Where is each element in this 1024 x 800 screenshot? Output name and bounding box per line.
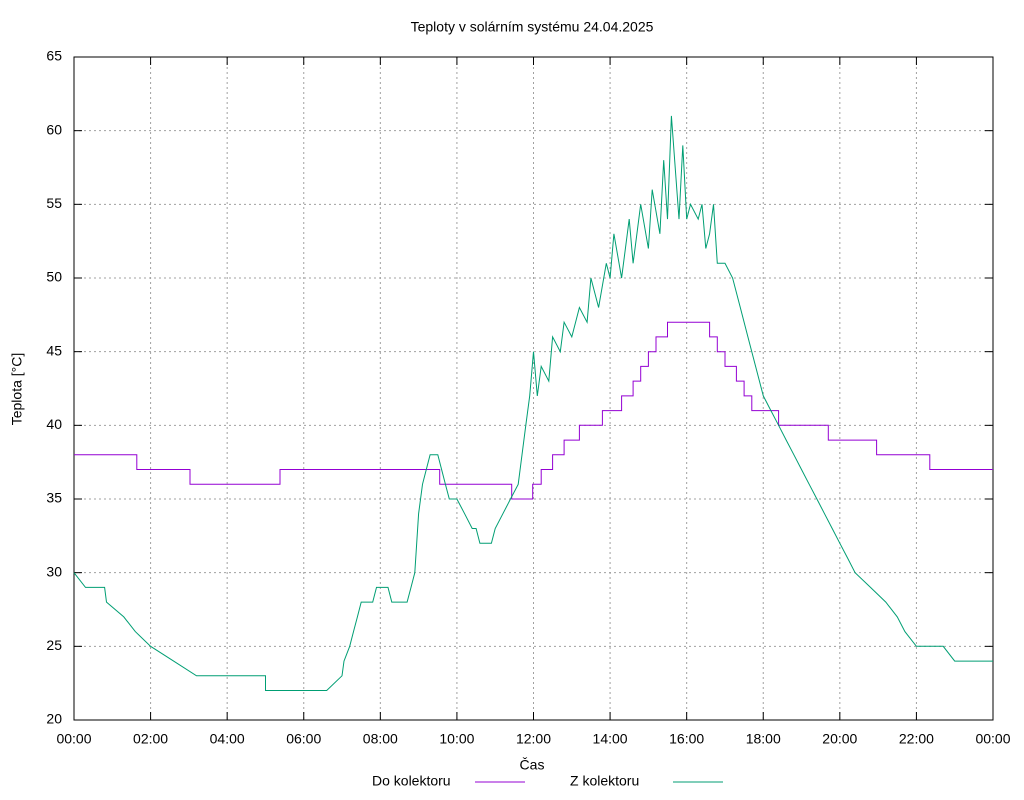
legend-label: Z kolektoru [570, 773, 639, 789]
y-tick-label: 20 [46, 711, 62, 727]
x-tick-label: 06:00 [286, 731, 321, 747]
y-tick-label: 40 [46, 416, 62, 432]
y-tick-label: 60 [46, 121, 62, 137]
y-tick-label: 50 [46, 269, 62, 285]
x-tick-label: 10:00 [439, 731, 474, 747]
y-tick-label: 30 [46, 563, 62, 579]
x-tick-label: 22:00 [899, 731, 934, 747]
x-tick-label: 04:00 [210, 731, 245, 747]
legend-label: Do kolektoru [372, 773, 451, 789]
x-tick-label: 14:00 [593, 731, 628, 747]
y-tick-label: 25 [46, 637, 62, 653]
series-line [73, 115, 993, 691]
x-tick-label: 12:00 [516, 731, 551, 747]
y-tick-label: 45 [46, 342, 62, 358]
x-tick-label: 18:00 [746, 731, 781, 747]
plot-border [73, 56, 994, 721]
y-tick-label: 65 [46, 48, 62, 64]
x-tick-label: 00:00 [975, 731, 1010, 747]
x-tick-label: 02:00 [133, 731, 168, 747]
y-tick-label: 35 [46, 490, 62, 506]
y-axis-label: Teplota [°C] [9, 353, 25, 426]
x-tick-label: 16:00 [669, 731, 704, 747]
x-tick-label: 08:00 [363, 731, 398, 747]
series-line [74, 321, 993, 500]
x-tick-label: 00:00 [56, 731, 91, 747]
y-tick-label: 55 [46, 195, 62, 211]
x-tick-label: 20:00 [822, 731, 857, 747]
x-axis-label: Čas [520, 757, 545, 773]
chart-title: Teploty v solárním systému 24.04.2025 [411, 19, 654, 35]
